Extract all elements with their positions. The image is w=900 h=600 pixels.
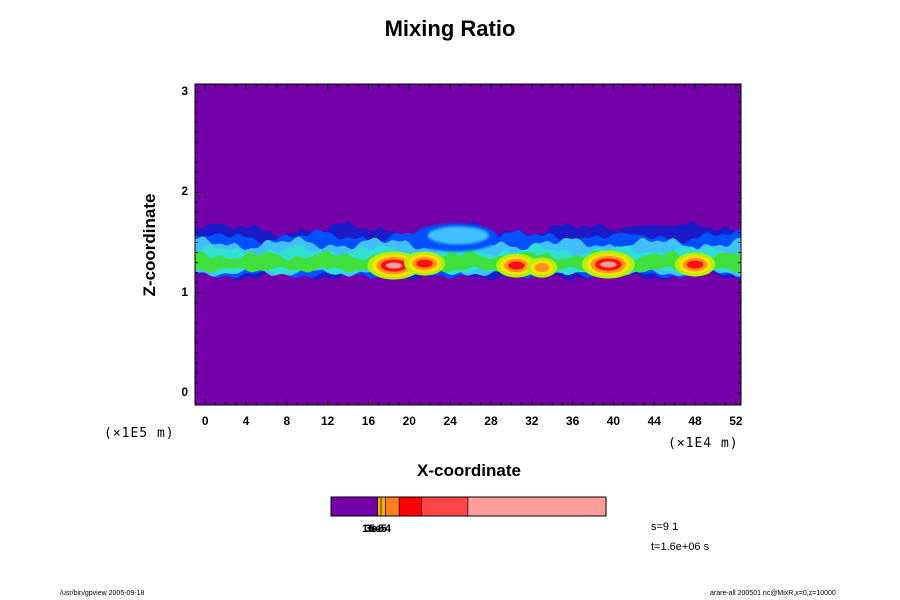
streak-left <box>195 228 216 237</box>
y-axis-unit: (×1E5 m) <box>104 426 175 441</box>
colorbar-swatch-1 <box>377 496 382 517</box>
colorbar-swatch-5 <box>421 496 469 517</box>
footer-source: arare-all 200501 nc@MixR,x=0,z=10000 <box>710 590 836 597</box>
colorbar-swatch-3 <box>385 496 400 517</box>
hot-spot-0-ring-4 <box>385 262 403 269</box>
colorbar-label: 1e-5 <box>362 523 385 535</box>
y-tick-label: 3 <box>181 84 188 99</box>
colorbar-frame <box>330 496 607 517</box>
x-tick-label: 24 <box>443 414 457 428</box>
time-annotation: t=1.6e+06 s <box>651 541 710 553</box>
plot-frame <box>194 83 742 406</box>
colorbar-swatch-2 <box>380 496 386 517</box>
colorbar-label: 3e-5 <box>365 523 388 535</box>
hot-spot-5-ring-3 <box>686 260 704 269</box>
step-annotation: s=9 1 <box>651 521 679 533</box>
upper-plume-inner <box>427 226 489 245</box>
colorbar <box>330 496 607 517</box>
x-tick-label: 36 <box>565 414 580 428</box>
x-tick-label: 52 <box>729 414 743 428</box>
y-tick-label: 0 <box>181 384 188 399</box>
x-tick-label: 40 <box>606 414 621 428</box>
x-tick-label: 32 <box>525 414 539 428</box>
hot-spot-1-ring-3 <box>416 259 433 268</box>
x-tick-label: 48 <box>688 414 702 428</box>
colorbar-label: 5e-4 <box>369 523 392 535</box>
y-tick-label: 2 <box>181 184 188 199</box>
tick-marks <box>195 84 741 405</box>
y-tick-label: 1 <box>181 284 188 299</box>
hot-spot-2-ring-3 <box>508 261 525 270</box>
footer-command: /usr/bin/gpview 2005-09-18 <box>60 590 145 597</box>
x-tick-label: 4 <box>242 414 250 428</box>
hot-spot-3-ring-2 <box>534 263 550 273</box>
colorbar-swatch-6 <box>467 496 607 517</box>
chart-title: Mixing Ratio <box>384 16 516 41</box>
x-tick-label: 28 <box>484 414 498 428</box>
mixing-ratio-field <box>195 221 741 281</box>
cloud-right <box>618 225 690 236</box>
x-tick-label: 8 <box>283 414 291 428</box>
hot-spot-4-ring-4 <box>600 261 617 268</box>
x-tick-label: 20 <box>402 414 416 428</box>
x-tick-label: 44 <box>647 414 661 428</box>
x-tick-label: 12 <box>320 414 335 428</box>
y-axis-label: Z-coordinate <box>140 193 159 297</box>
colorbar-swatch-4 <box>398 496 423 517</box>
colorbar-swatch-0 <box>330 496 379 517</box>
x-axis-label: X-coordinate <box>417 461 521 480</box>
x-axis-unit: (×1E4 m) <box>668 436 739 451</box>
x-tick-label: 16 <box>361 414 376 428</box>
x-tick-label: 0 <box>201 414 209 428</box>
